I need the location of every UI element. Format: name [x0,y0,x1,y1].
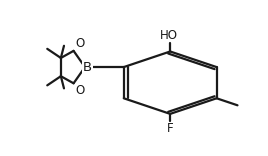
Text: HO: HO [160,29,178,42]
Text: O: O [76,84,85,97]
Text: B: B [83,61,92,74]
Text: O: O [76,37,85,50]
Text: F: F [167,122,173,135]
